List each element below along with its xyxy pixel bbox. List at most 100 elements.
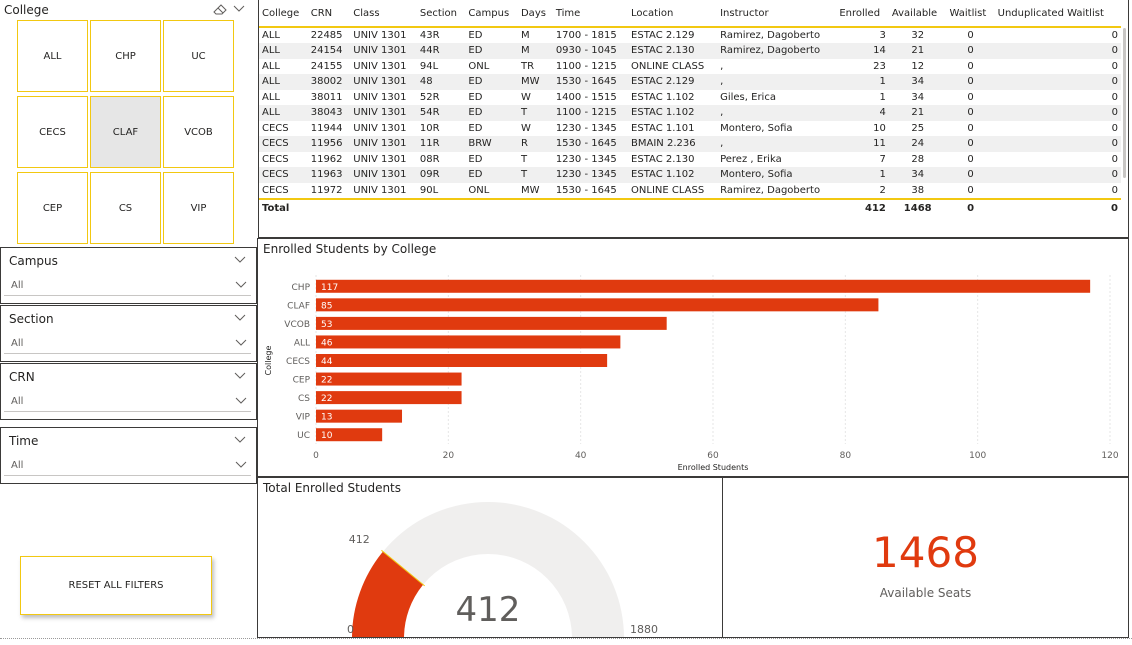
table-cell: 11972 [310, 184, 343, 196]
table-row[interactable]: CECS 11972 UNIV 1301 90L ONL MW 1530 - 1645 ONL… [259, 183, 1121, 199]
table-cell: ESTAC 2.130 [631, 153, 695, 165]
table-cell: ONLINE CLASS [631, 60, 705, 72]
table-cell: Giles, Erica [720, 91, 776, 103]
column-header[interactable]: Class [350, 0, 417, 28]
tile-claf[interactable]: CLAF [90, 96, 161, 168]
chevron-down-icon[interactable] [234, 256, 246, 264]
section-dropdown[interactable]: All [4, 332, 251, 354]
table-cell: Ramirez, Dagoberto [720, 184, 821, 196]
table-cell: ESTAC 2.129 [631, 30, 695, 41]
bar [316, 298, 879, 312]
table-row[interactable]: CECS 11963 UNIV 1301 09R ED T 1230 - 1345 ESTAC… [259, 167, 1121, 183]
bar [316, 428, 383, 442]
sections-table: College CRN Class Section Campus Days Ti… [259, 0, 1121, 217]
table-cell: 48 [416, 74, 466, 90]
table-row[interactable]: ALL 38011 UNIV 1301 52R ED W 1400 - 1515 ESTAC … [259, 90, 1121, 106]
tile-cep[interactable]: CEP [17, 172, 88, 244]
table-cell: 0 [1111, 60, 1118, 72]
tile-cs[interactable]: CS [90, 172, 161, 244]
data-label: 13 [321, 413, 332, 423]
table-cell: 0 [994, 136, 1121, 152]
table-cell: 23 [873, 60, 886, 72]
data-label: 22 [321, 376, 332, 386]
table-cell: 22485 [310, 30, 343, 41]
table-row[interactable]: ALL 24154 UNIV 1301 44R ED M 0930 - 1045 ESTAC … [259, 43, 1121, 59]
table-cell: ALL [262, 30, 280, 41]
gauge-value: 412 [456, 590, 521, 630]
table-cell: CECS [262, 153, 289, 165]
x-axis-title: Enrolled Students [678, 463, 749, 472]
chevron-down-icon[interactable] [234, 314, 246, 322]
chevron-down-icon[interactable] [234, 372, 246, 380]
table-cell: CECS [259, 136, 308, 152]
table-row[interactable]: CECS 11962 UNIV 1301 08R ED T 1230 - 1345 ESTAC… [259, 152, 1121, 168]
column-header[interactable]: Waitlist [946, 0, 995, 28]
table-cell: 2 [879, 184, 886, 196]
eraser-icon[interactable] [212, 2, 228, 16]
column-header[interactable]: Campus [465, 0, 518, 28]
table-cell: ED [465, 167, 518, 183]
total-unduplicated-waitlist: 0 [994, 197, 1121, 217]
table-row[interactable]: ALL 38043 UNIV 1301 54R ED T 1100 - 1215 ESTAC … [259, 105, 1121, 121]
column-header[interactable]: Available [888, 0, 947, 28]
table-row[interactable]: ALL 22485 UNIV 1301 43R ED M 1700 - 1815 ESTAC … [259, 27, 1121, 43]
course-sections-table: College CRN Class Section Campus Days Ti… [258, 0, 1129, 238]
section-dropdown-value: All [11, 338, 24, 349]
table-row[interactable]: CECS 11956 UNIV 1301 11R BRW R 1530 - 1645 BMAI… [259, 136, 1121, 152]
table-cell: MW [520, 184, 540, 196]
table-cell: ED [468, 122, 483, 134]
table-cell: , [717, 105, 837, 121]
table-cell: UNIV 1301 [353, 153, 407, 165]
chevron-down-icon[interactable] [234, 436, 246, 444]
tile-vcob[interactable]: VCOB [163, 96, 234, 168]
data-label: 53 [321, 320, 332, 330]
section-slicer: Section All [0, 305, 257, 362]
table-cell: 0 [946, 105, 995, 121]
y-tick-label: CHP [292, 283, 311, 293]
tile-vip[interactable]: VIP [163, 172, 234, 244]
table-row[interactable]: ALL 38002 UNIV 1301 48 ED MW 1530 - 1645 ESTAC … [259, 74, 1121, 90]
table-cell: ED [465, 105, 518, 121]
table-cell: ED [465, 74, 518, 90]
column-header[interactable]: College [259, 0, 308, 28]
column-header[interactable]: Unduplicated Waitlist [994, 0, 1121, 28]
available-seats-label: Available Seats [879, 586, 972, 600]
tile-uc[interactable]: UC [163, 20, 234, 92]
chevron-down-icon [235, 461, 247, 468]
column-header[interactable]: Section [416, 0, 466, 28]
column-header[interactable]: CRN [307, 0, 351, 28]
table-row[interactable]: ALL 24155 UNIV 1301 94L ONL TR 1100 - 1215 ONLI… [259, 59, 1121, 75]
column-header[interactable]: Location [628, 0, 718, 28]
table-cell: UNIV 1301 [353, 184, 407, 196]
bar-chart-svg: 0 20 40 60 80 100 120 CHP 117 CLAF 85 VCOB 53 ALL 46 CE… [264, 275, 1119, 472]
table-cell: CECS [259, 167, 308, 183]
tile-cecs[interactable]: CECS [17, 96, 88, 168]
x-tick-label: 20 [443, 451, 455, 461]
table-cell: ONL [468, 60, 490, 72]
column-header[interactable]: Time [552, 0, 629, 28]
tile-chp[interactable]: CHP [90, 20, 161, 92]
table-cell: 38043 [307, 105, 351, 121]
table-cell: 1 [836, 167, 889, 183]
table-cell: T [517, 167, 553, 183]
time-dropdown[interactable]: All [4, 454, 251, 476]
y-tick-label: VIP [296, 413, 311, 423]
column-header[interactable]: Instructor [717, 0, 837, 28]
table-cell: 0 [1111, 91, 1118, 103]
table-cell: ESTAC 2.130 [628, 43, 718, 59]
chevron-down-icon[interactable] [233, 5, 245, 13]
available-seats-card: 1468 Available Seats [722, 477, 1129, 638]
table-cell: 0 [994, 105, 1121, 121]
table-scrollbar[interactable] [1123, 28, 1126, 178]
table-cell: 43R [419, 30, 440, 41]
table-row[interactable]: CECS 11944 UNIV 1301 10R ED W 1230 - 1345 ESTAC… [259, 121, 1121, 137]
crn-dropdown[interactable]: All [4, 390, 251, 412]
table-cell: 0 [967, 184, 974, 196]
column-header[interactable]: Days [517, 0, 553, 28]
table-cell: 09R [416, 167, 466, 183]
college-slicer-title: College [4, 3, 49, 17]
reset-all-filters-button[interactable]: RESET ALL FILTERS [20, 556, 212, 615]
column-header[interactable]: Enrolled [836, 0, 889, 28]
campus-dropdown[interactable]: All [4, 274, 251, 296]
tile-all[interactable]: ALL [17, 20, 88, 92]
